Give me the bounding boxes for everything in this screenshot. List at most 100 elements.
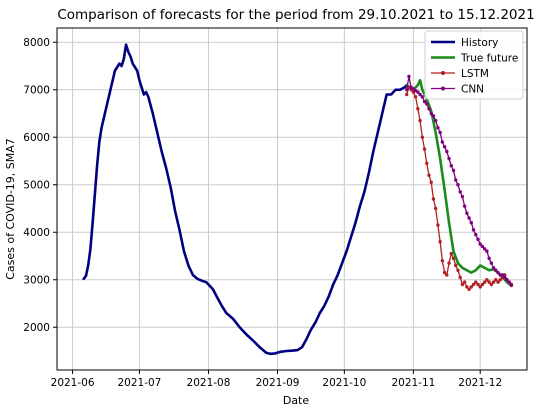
data-point-cnn xyxy=(442,145,447,149)
series-line-cnn xyxy=(406,75,513,286)
data-point-cnn xyxy=(460,194,465,199)
legend-marker-lstm xyxy=(441,71,445,75)
data-point-cnn xyxy=(445,149,449,154)
data-point-cnn xyxy=(449,164,453,168)
data-point-cnn xyxy=(407,74,411,79)
data-point-lstm xyxy=(476,282,480,287)
plot-frame xyxy=(56,27,528,371)
data-point-cnn xyxy=(447,156,451,161)
data-point-cnn xyxy=(433,118,438,123)
data-point-cnn xyxy=(496,270,500,275)
data-point-lstm xyxy=(418,118,422,123)
data-point-cnn xyxy=(503,275,507,280)
data-point-lstm xyxy=(478,285,482,289)
data-point-lstm xyxy=(436,223,440,227)
data-point-cnn xyxy=(411,87,416,91)
y-tick-label: 5000 xyxy=(23,180,50,192)
data-point-lstm xyxy=(487,280,491,284)
legend-label-cnn: CNN xyxy=(461,83,484,95)
x-tick-label: 2021-07 xyxy=(117,377,161,389)
data-point-lstm xyxy=(438,240,442,244)
data-point-lstm xyxy=(471,282,476,287)
data-point-lstm xyxy=(427,173,431,177)
data-point-cnn xyxy=(494,268,498,272)
legend-box xyxy=(424,30,524,100)
data-point-cnn xyxy=(427,107,431,111)
data-point-lstm xyxy=(454,263,458,268)
x-tick-label: 2021-10 xyxy=(322,377,366,389)
data-point-lstm xyxy=(405,92,409,97)
data-point-lstm xyxy=(413,95,418,99)
legend-label-history: History xyxy=(461,37,498,49)
x-tick-label: 2021-08 xyxy=(187,377,231,389)
data-point-cnn xyxy=(456,183,460,187)
data-point-cnn xyxy=(465,211,469,215)
series-layer xyxy=(82,43,514,356)
data-point-lstm xyxy=(485,278,489,282)
data-point-cnn xyxy=(418,92,422,97)
data-point-cnn xyxy=(429,111,433,116)
x-axis-label: Date xyxy=(283,394,310,407)
data-point-lstm xyxy=(422,147,427,151)
data-point-cnn xyxy=(491,266,496,270)
data-point-cnn xyxy=(489,261,494,265)
data-point-lstm xyxy=(494,278,498,282)
data-point-cnn xyxy=(440,140,445,144)
data-point-cnn xyxy=(467,216,471,220)
y-tick-label: 3000 xyxy=(23,275,50,287)
data-point-cnn xyxy=(405,88,409,92)
legend-marker-cnn xyxy=(441,86,445,91)
x-tick-label: 2021-09 xyxy=(256,377,300,389)
data-point-cnn xyxy=(507,280,511,284)
y-tick-label: 8000 xyxy=(23,37,50,49)
y-axis: 2000 3000 4000 5000 6000 7000 8000 xyxy=(23,37,57,334)
data-point-cnn xyxy=(505,278,509,282)
data-point-cnn xyxy=(436,126,440,130)
legend-label-lstm: LSTM xyxy=(461,68,489,80)
x-tick-label: 2021-06 xyxy=(51,377,95,389)
y-tick-label: 2000 xyxy=(23,322,50,334)
data-point-lstm xyxy=(429,180,433,185)
y-tick-label: 6000 xyxy=(23,132,50,144)
data-point-cnn xyxy=(474,232,478,237)
data-point-lstm xyxy=(442,270,447,275)
data-point-lstm xyxy=(467,287,471,291)
data-point-cnn xyxy=(469,221,474,225)
data-point-cnn xyxy=(482,247,487,251)
data-point-lstm xyxy=(474,280,478,284)
data-point-lstm xyxy=(496,280,500,284)
data-point-cnn xyxy=(471,228,476,232)
data-point-lstm xyxy=(469,285,474,289)
data-point-cnn xyxy=(454,178,458,182)
data-point-cnn xyxy=(420,95,425,99)
y-axis-label: Cases of COVID-19, SMA7 xyxy=(4,138,17,280)
data-point-lstm xyxy=(498,278,502,282)
data-point-cnn xyxy=(431,114,436,118)
data-point-lstm xyxy=(491,280,496,284)
data-point-cnn xyxy=(416,90,420,94)
data-point-lstm xyxy=(480,282,485,287)
data-point-lstm xyxy=(456,268,460,272)
legend: History True future LSTM CNN xyxy=(424,30,524,100)
data-point-lstm xyxy=(482,280,487,284)
chart-title: Comparison of forecasts for the period f… xyxy=(57,7,534,23)
data-point-lstm xyxy=(420,135,425,139)
series-line-history xyxy=(82,43,409,356)
data-point-lstm xyxy=(440,259,445,263)
data-point-lstm xyxy=(458,275,462,280)
x-tick-label: 2021-12 xyxy=(458,377,502,389)
data-point-cnn xyxy=(422,99,427,104)
legend-label-true-future: True future xyxy=(460,52,518,64)
data-point-lstm xyxy=(462,280,467,284)
x-axis: 2021-06 2021-07 2021-08 2021-09 2021-10 2021-… xyxy=(51,370,502,389)
data-point-lstm xyxy=(416,107,420,111)
data-point-lstm xyxy=(489,282,494,287)
data-point-lstm xyxy=(445,273,449,277)
x-tick-label: 2021-11 xyxy=(391,377,435,389)
data-point-lstm xyxy=(451,256,456,261)
data-point-cnn xyxy=(462,204,467,208)
data-point-cnn xyxy=(485,249,489,253)
data-point-lstm xyxy=(465,285,469,289)
data-point-cnn xyxy=(480,244,485,249)
